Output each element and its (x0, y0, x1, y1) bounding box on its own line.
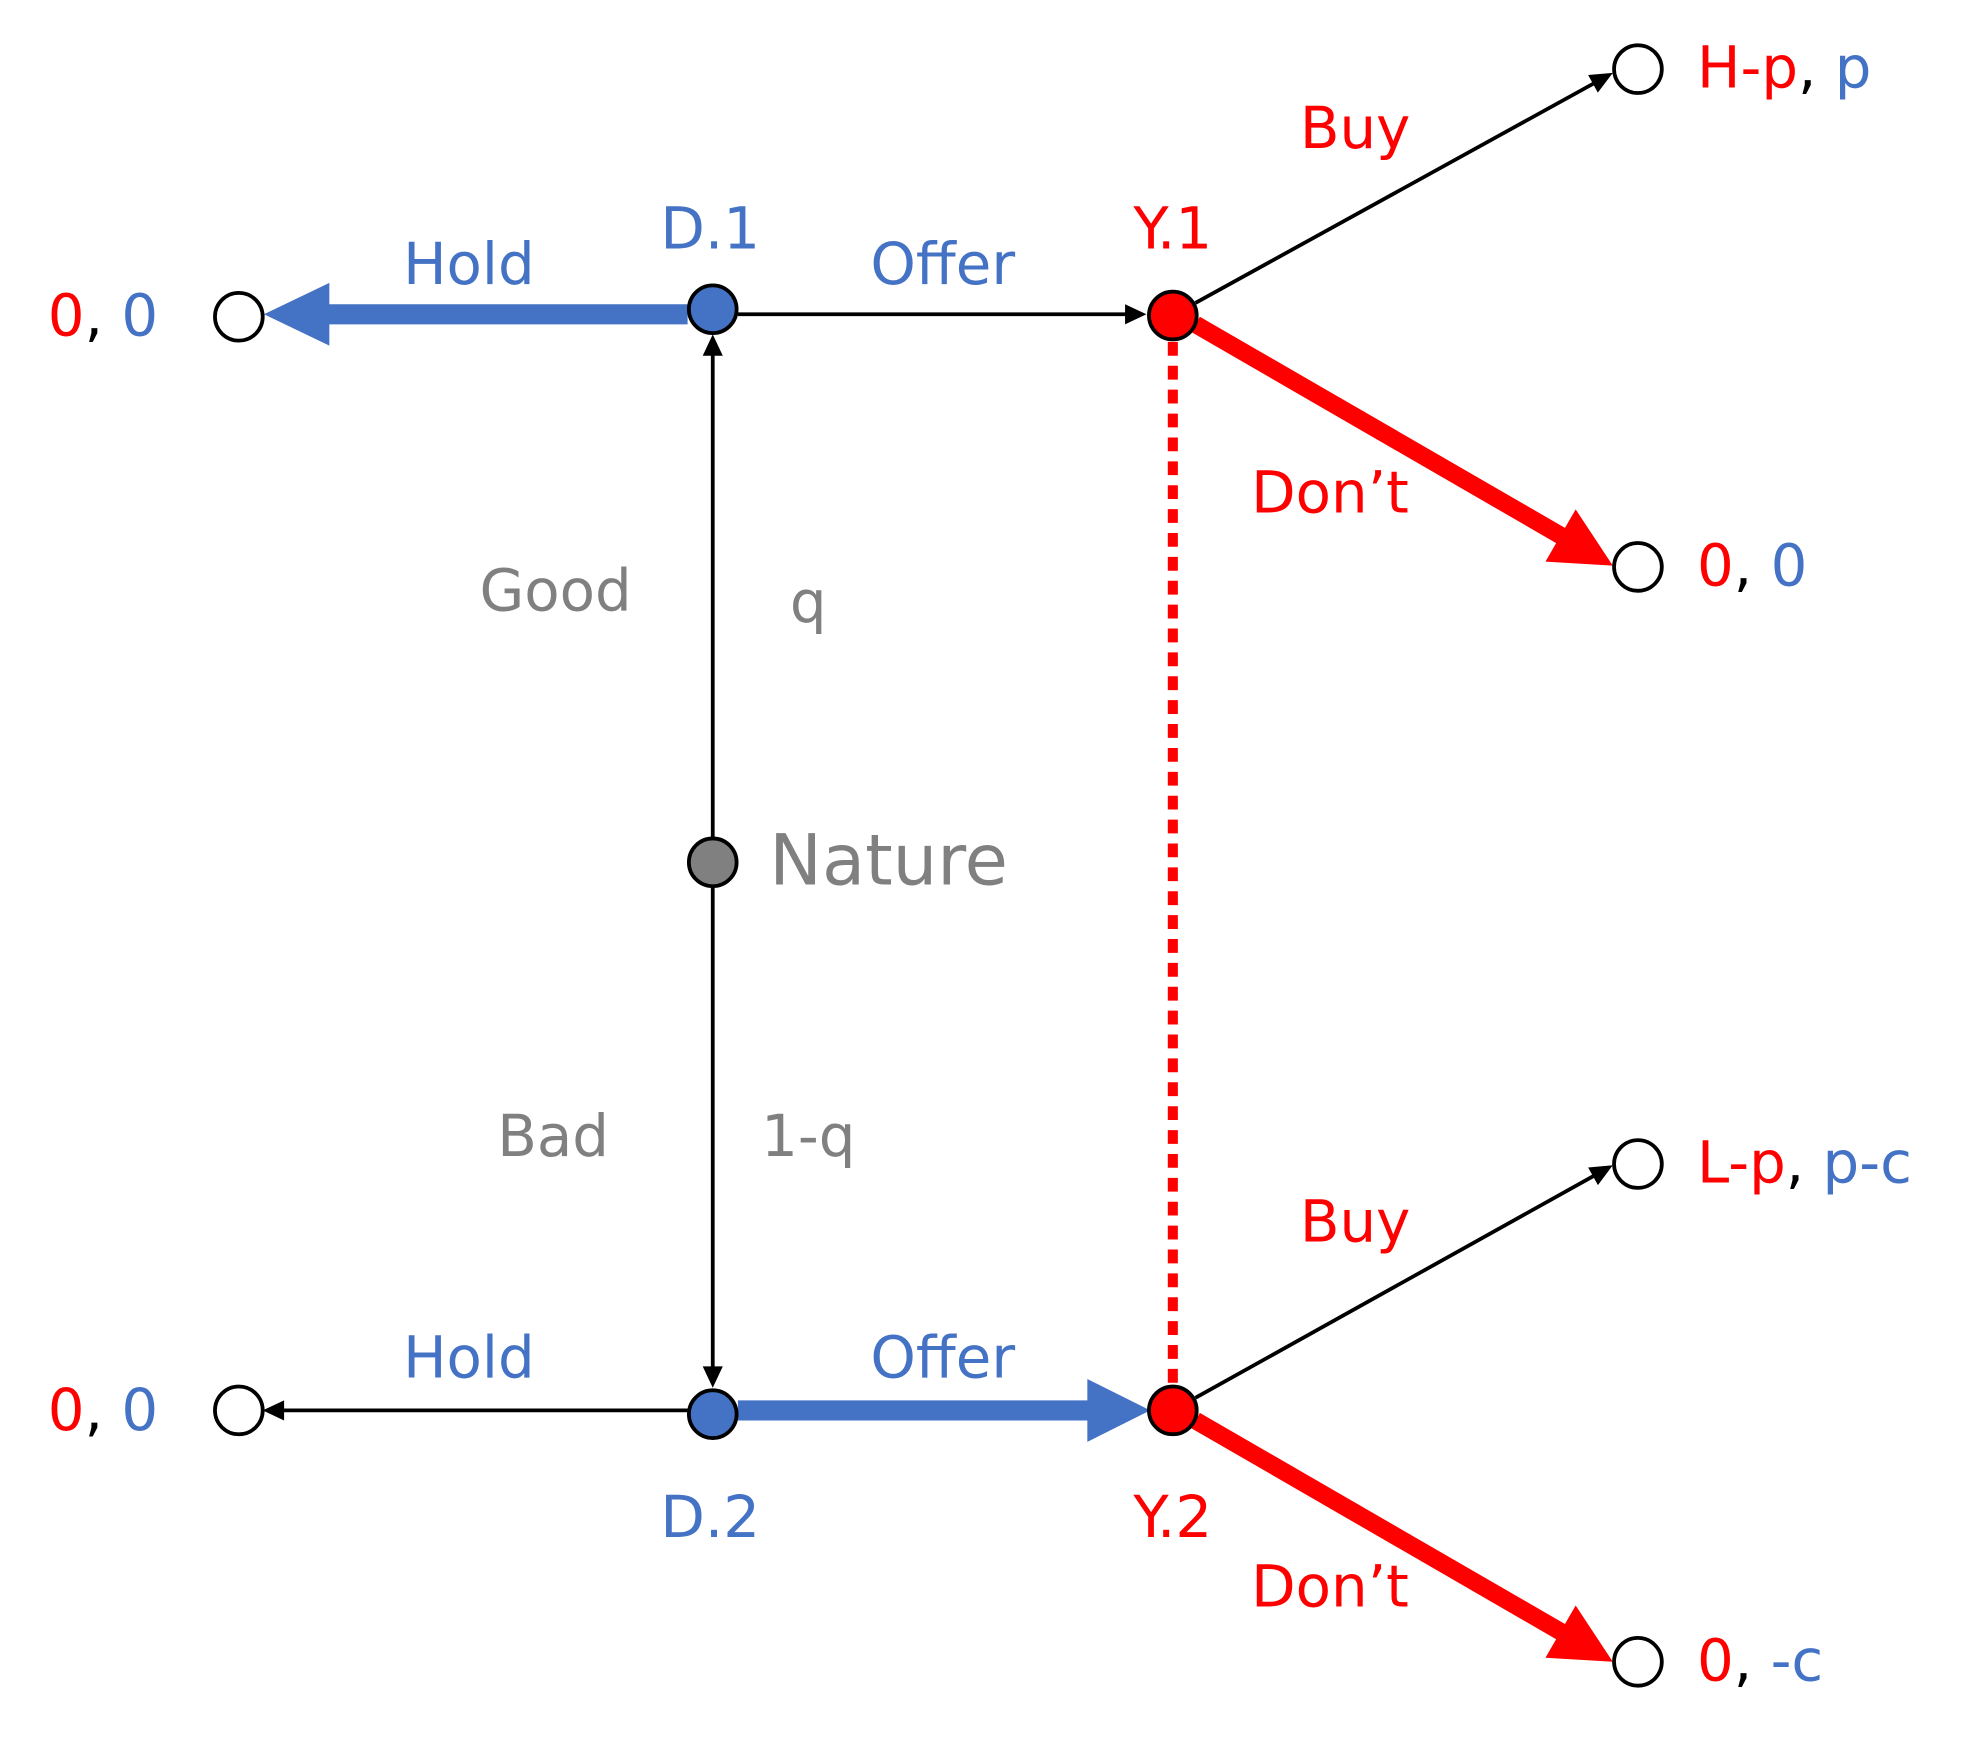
terminal (1612, 1636, 1664, 1688)
edge-label: Buy (1300, 94, 1411, 162)
payoff-second: p-c (1823, 1129, 1912, 1197)
payoff-second: 0 (121, 281, 158, 349)
edge-label: Bad (497, 1102, 609, 1170)
payoff-sep: , (1786, 1129, 1823, 1197)
edge (1588, 72, 1613, 93)
payoff: H-p, p (1697, 34, 1872, 102)
edge (1125, 304, 1147, 325)
node-d1 (686, 283, 739, 336)
edge-label: Offer (870, 1323, 1015, 1391)
payoff-sep: , (85, 281, 122, 349)
edge (1545, 509, 1613, 566)
payoff-first: 0 (48, 281, 85, 349)
node-label: Nature (769, 819, 1008, 901)
payoff-second: p (1835, 34, 1872, 102)
edge (702, 334, 723, 356)
edge-label: Buy (1300, 1188, 1411, 1256)
payoff-first: 0 (48, 1376, 85, 1444)
payoff-first: 0 (1697, 1626, 1734, 1694)
edge-label: Good (479, 557, 631, 625)
node-label: D.2 (660, 1483, 760, 1551)
node-d2 (686, 1388, 739, 1440)
terminal (213, 291, 265, 343)
payoff: 0, -c (1697, 1626, 1823, 1694)
payoff: 0, 0 (48, 281, 158, 349)
node-label: Y.1 (1132, 195, 1212, 263)
payoff: L-p, p-c (1697, 1129, 1912, 1197)
edge (702, 1366, 723, 1388)
payoff-sep: , (1798, 34, 1835, 102)
probability: q (790, 568, 827, 636)
edge (1191, 316, 1567, 544)
edge-label: Offer (870, 230, 1015, 298)
edge-label: Hold (403, 1323, 535, 1391)
payoff: 0, 0 (48, 1376, 158, 1444)
edge (262, 1400, 285, 1421)
payoff: 0, 0 (1697, 532, 1807, 600)
edge-label: Hold (403, 230, 535, 298)
nodes (213, 43, 1664, 1688)
edge (1194, 1174, 1596, 1400)
payoff-first: H-p (1697, 34, 1798, 102)
edge (1545, 1605, 1613, 1662)
edge (263, 282, 330, 346)
payoff-sep: , (1734, 1626, 1771, 1694)
payoff-sep: , (85, 1376, 122, 1444)
payoff-first: L-p (1697, 1129, 1786, 1197)
payoff-second: 0 (1771, 532, 1808, 600)
terminal (1612, 1138, 1664, 1190)
node-nature (686, 836, 739, 889)
node-y1 (1147, 289, 1199, 342)
payoff-sep: , (1734, 532, 1771, 600)
payoff-first: 0 (1697, 532, 1734, 600)
terminal (1612, 43, 1664, 95)
node-label: D.1 (660, 195, 760, 263)
probability: 1-q (761, 1102, 855, 1170)
payoff-second: 0 (121, 1376, 158, 1444)
node-label: Y.2 (1132, 1483, 1212, 1551)
node-y2 (1147, 1384, 1199, 1437)
terminal (213, 1384, 265, 1437)
edge (1194, 81, 1595, 305)
edge (1588, 1165, 1613, 1186)
edge (1191, 1412, 1567, 1640)
edge (1087, 1378, 1151, 1442)
payoff-second: -c (1771, 1626, 1824, 1694)
edge-label: Don’t (1251, 1552, 1409, 1620)
terminal (1612, 541, 1664, 593)
edges (262, 72, 1613, 1662)
edge-label: Don’t (1251, 459, 1409, 527)
